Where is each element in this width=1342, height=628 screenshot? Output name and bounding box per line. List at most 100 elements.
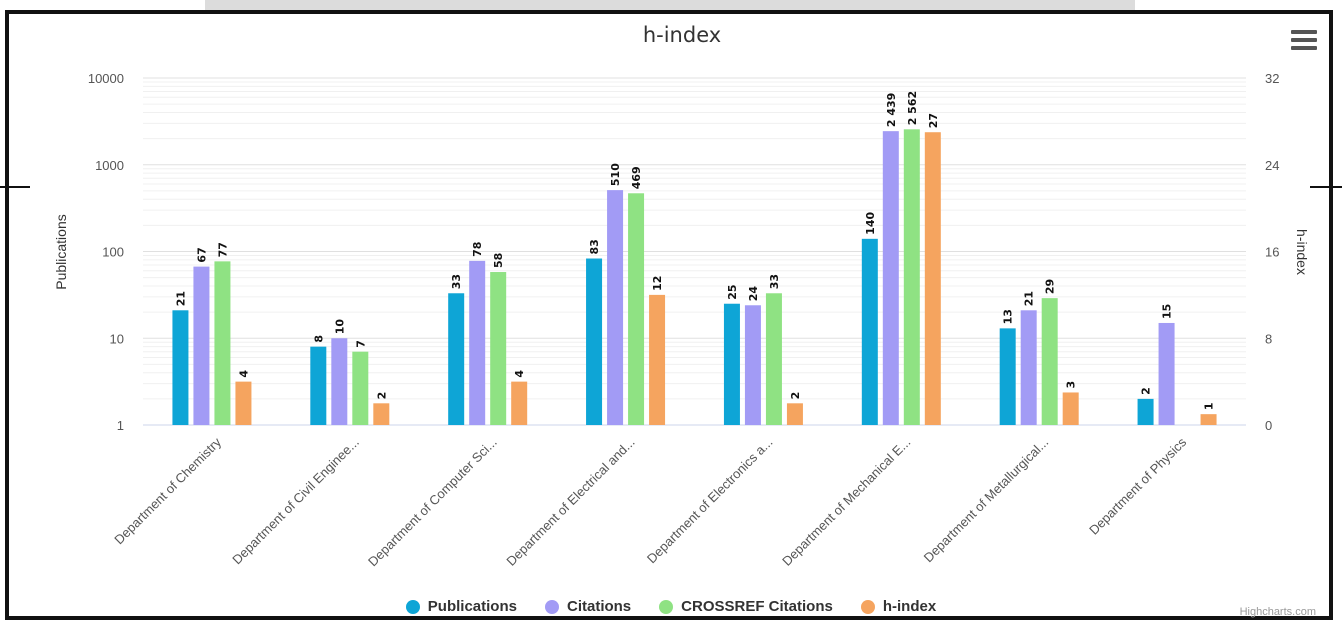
legend-label: Citations (566, 598, 632, 615)
y-axis-right-label: h-index (1294, 229, 1310, 275)
bar-publications (448, 293, 465, 425)
data-label: 83 (588, 239, 601, 254)
x-tick-label: Department of Physics (1086, 434, 1189, 537)
data-label: 33 (768, 274, 781, 289)
bar-publications (1137, 398, 1154, 425)
bar-crossref-citations (903, 129, 920, 425)
bar-publications (999, 328, 1016, 425)
x-tick-label: Department of Electronics a... (644, 435, 776, 567)
legend-label: Publications (427, 598, 517, 615)
legend-marker (405, 599, 420, 614)
legend-marker (860, 599, 875, 614)
data-label: 3 (1065, 381, 1078, 389)
data-label: 510 (609, 163, 622, 186)
legend-item-crossref-citations[interactable]: CROSSREF Citations (659, 598, 833, 615)
bar-citations (744, 305, 761, 425)
bar-citations (469, 260, 486, 425)
bars (172, 129, 1217, 426)
bar-crossref-citations (1041, 298, 1058, 425)
data-label: 469 (630, 166, 643, 189)
bar-h-index (235, 381, 252, 425)
x-tick-label: Department of Chemistry (111, 434, 224, 547)
bar-h-index (786, 403, 803, 425)
data-label: 24 (747, 286, 760, 302)
bar-h-index (1200, 414, 1217, 425)
bar-crossref-citations (628, 193, 645, 425)
bar-h-index (1062, 392, 1079, 425)
bar-citations (882, 131, 899, 426)
y-right-tick-label: 16 (1265, 245, 1279, 260)
bar-publications (172, 310, 189, 425)
x-tick-label: Department of Mechanical E... (779, 435, 913, 569)
legend: Publications Citations CROSSREF Citations h… (0, 598, 1342, 615)
data-label: 2 (1140, 387, 1153, 395)
data-label: 13 (1002, 309, 1015, 324)
y-left-tick-label: 1 (117, 418, 124, 433)
data-label: 21 (174, 291, 187, 306)
legend-label: h-index (882, 598, 937, 615)
chart-menu-icon[interactable] (1291, 30, 1317, 50)
grid-lines (143, 77, 1246, 426)
bar-citations (193, 266, 210, 425)
data-label: 2 (789, 392, 802, 400)
legend-marker (544, 599, 559, 614)
divider-left (0, 186, 30, 188)
data-label: 78 (471, 242, 484, 257)
y-right-tick-label: 24 (1265, 158, 1279, 173)
data-label: 21 (1023, 291, 1036, 306)
data-label: 2 562 (906, 91, 919, 125)
y-right-tick-label: 0 (1265, 418, 1272, 433)
bar-citations (1158, 322, 1175, 425)
data-label: 2 (375, 392, 388, 400)
data-label: 4 (237, 370, 250, 378)
data-label: 4 (513, 370, 526, 378)
bar-crossref-citations (765, 293, 782, 425)
bar-publications (586, 258, 603, 425)
data-label: 33 (450, 274, 463, 289)
divider-right (1310, 186, 1342, 188)
bar-publications (723, 303, 740, 425)
data-label: 27 (927, 113, 940, 128)
bar-h-index (649, 294, 666, 425)
bar-citations (607, 190, 624, 425)
y-left-tick-label: 10 (110, 331, 124, 346)
legend-item-h-index[interactable]: h-index (860, 598, 937, 615)
data-label: 29 (1044, 279, 1057, 294)
x-tick-label: Department of Electrical and... (503, 435, 637, 569)
y-left-tick-label: 100 (102, 245, 124, 260)
bar-citations (1020, 310, 1037, 425)
data-label: 12 (651, 276, 664, 291)
data-label: 2 439 (885, 93, 898, 127)
credits-link[interactable]: Highcharts.com (1239, 606, 1316, 618)
legend-item-publications[interactable]: Publications (405, 598, 517, 615)
y-left-tick-label: 1000 (95, 158, 124, 173)
chart-title: h-index (643, 23, 721, 47)
legend-item-citations[interactable]: Citations (544, 598, 632, 615)
y-right-tick-label: 8 (1265, 331, 1272, 346)
bar-crossref-citations (352, 351, 369, 425)
x-tick-label: Department of Civil Enginee... (229, 435, 362, 568)
data-label: 15 (1161, 304, 1174, 319)
y-axis-left-label: Publications (53, 214, 69, 290)
y-right-tick-label: 32 (1265, 71, 1279, 86)
window-top-edge (205, 0, 1135, 10)
data-label: 25 (726, 284, 739, 299)
bar-h-index (373, 403, 390, 425)
data-label: 140 (864, 212, 877, 235)
x-tick-label: Department of Computer Sci... (365, 435, 500, 570)
data-label: 58 (492, 253, 505, 268)
bar-h-index (511, 381, 528, 425)
y-left-tick-label: 10000 (88, 71, 124, 86)
data-label: 8 (312, 335, 325, 343)
bar-h-index (924, 132, 941, 425)
x-axis-ticks: Department of Chemistry Department of Civ… (111, 434, 1189, 569)
bar-crossref-citations (490, 272, 507, 425)
data-label: 7 (354, 340, 367, 348)
data-label: 10 (333, 319, 346, 335)
legend-marker (659, 599, 674, 614)
bar-publications (310, 346, 327, 425)
data-label: 1 (1203, 403, 1216, 411)
